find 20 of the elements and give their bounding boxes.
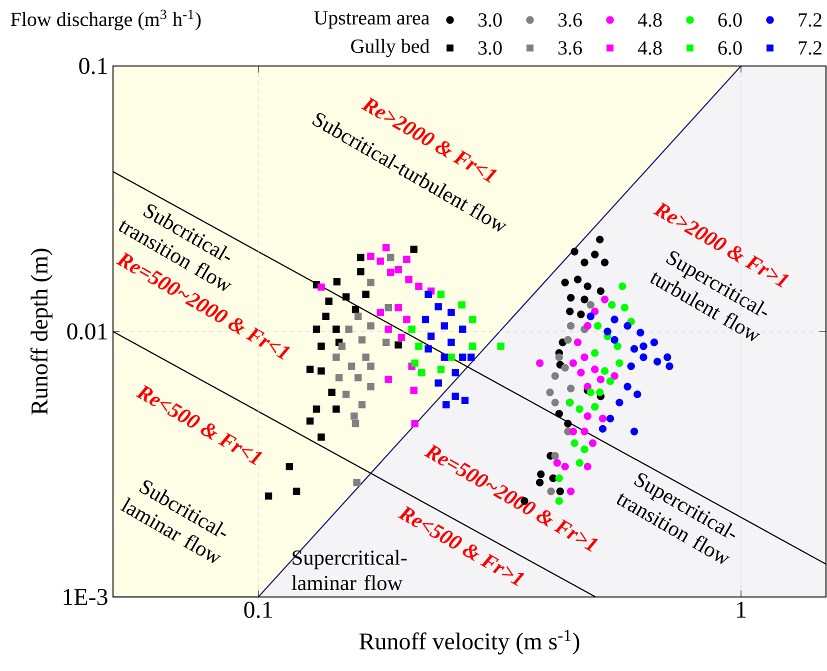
- y-tick-label: 1E-3: [64, 588, 108, 606]
- legend-label: 6.0: [718, 13, 742, 27]
- legend-label: 4.8: [638, 41, 662, 55]
- y-tick-label: 0.1: [79, 58, 107, 74]
- text: Upstream area: [314, 11, 430, 29]
- annotation: Supercritical-laminar flow: [292, 550, 407, 590]
- legend-label: 3.6: [558, 13, 582, 27]
- legend-label: 4.8: [638, 13, 662, 27]
- legend-title: Flow discharge (m$^{3}$ h$^{-1}$): [10, 10, 201, 30]
- legend-label: 6.0: [718, 41, 742, 55]
- text: Gully bed: [351, 38, 430, 58]
- legend-label: 3.0: [478, 13, 502, 27]
- legend-label: 3.0: [478, 41, 502, 55]
- legend-label: 7.2: [798, 13, 822, 27]
- y-tick-label: 0.01: [67, 323, 107, 340]
- legend-label: 3.6: [558, 41, 582, 55]
- x-tick-label: 1: [737, 602, 746, 618]
- y-axis-title: Runoff depth (m): [30, 248, 52, 415]
- x-axis-title: Runoff velocity (m s$^{-1}$): [359, 630, 580, 654]
- legend-label: 7.2: [798, 41, 822, 55]
